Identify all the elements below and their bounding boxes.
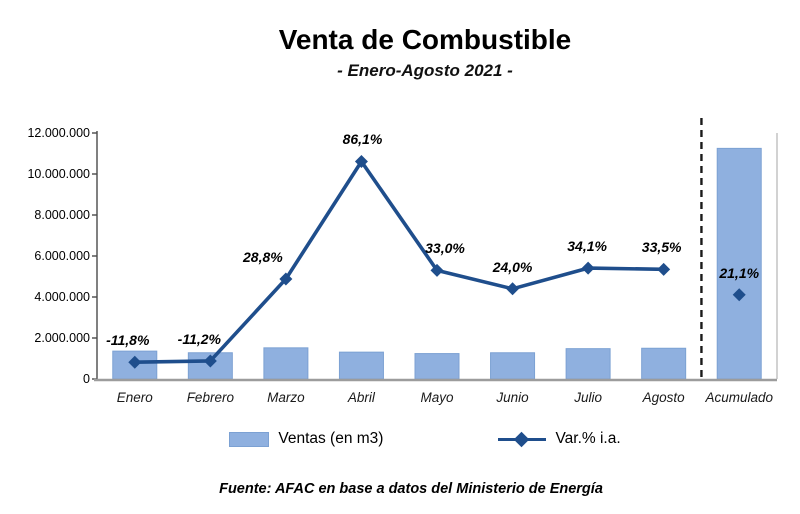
marker-diamond-Abril bbox=[354, 154, 368, 168]
y-axis-tick-label: 2.000.000 bbox=[34, 331, 90, 345]
chart-subtitle: - Enero-Agosto 2021 - bbox=[337, 61, 513, 80]
legend: Ventas (en m3) Var.% i.a. bbox=[25, 430, 800, 448]
data-label-Junio: 24,0% bbox=[492, 258, 533, 275]
legend-var-line-diamond-icon bbox=[498, 431, 547, 447]
source-note: Fuente: AFAC en base a datos del Ministe… bbox=[219, 481, 603, 497]
legend-ventas-label: Ventas (en m3) bbox=[278, 430, 384, 447]
legend-var-label: Var.% i.a. bbox=[555, 430, 621, 447]
y-axis-tick-label: 0 bbox=[83, 372, 90, 386]
marker-diamond-Acumulado bbox=[732, 288, 746, 302]
marker-diamond-Julio bbox=[581, 261, 595, 275]
x-axis-label-Junio: Junio bbox=[496, 390, 529, 405]
marker-diamond-Junio bbox=[506, 282, 520, 296]
x-axis-label-Febrero: Febrero bbox=[186, 390, 234, 405]
y-axis-tick-label: 6.000.000 bbox=[34, 249, 90, 263]
x-axis-label-Abril: Abril bbox=[347, 390, 375, 405]
x-axis-label-Marzo: Marzo bbox=[267, 390, 305, 405]
var-line bbox=[134, 159, 664, 364]
x-axis-label-Mayo: Mayo bbox=[420, 390, 454, 405]
data-label-Enero: -11,8% bbox=[106, 332, 150, 349]
bar-Agosto bbox=[641, 347, 687, 380]
bar-Acumulado bbox=[716, 147, 762, 380]
chart-title: Venta de Combustible bbox=[278, 24, 572, 55]
legend-var-diamond-icon bbox=[514, 431, 530, 447]
y-axis-tick-label: 12.000.000 bbox=[27, 126, 90, 140]
y-axis-tick-label: 10.000.000 bbox=[27, 167, 90, 181]
x-axis-label-Acumulado: Acumulado bbox=[705, 390, 773, 405]
data-label-Abril: 86,1% bbox=[342, 131, 383, 148]
data-label-Mayo: 33,0% bbox=[425, 240, 465, 257]
data-label-Febrero: -11,2% bbox=[177, 330, 221, 347]
y-axis-tick-label: 8.000.000 bbox=[34, 208, 90, 222]
x-axis-label-Julio: Julio bbox=[574, 390, 602, 405]
marker-diamond-Mayo bbox=[430, 263, 444, 277]
marker-diamond-Febrero bbox=[203, 354, 217, 368]
x-axis-label-Enero: Enero bbox=[116, 390, 153, 405]
data-label-Agosto: 33,5% bbox=[641, 239, 682, 256]
chart-header: Venta de Combustible - Enero-Agosto 2021… bbox=[25, 24, 800, 81]
x-axis-label-Agosto: Agosto bbox=[642, 390, 685, 405]
data-label-Marzo: 28,8% bbox=[243, 248, 283, 265]
marker-diamond-Marzo bbox=[279, 272, 293, 286]
marker-diamond-Agosto bbox=[657, 262, 671, 276]
legend-item-ventas: Ventas (en m3) bbox=[229, 430, 383, 448]
data-label-Acumulado: 21,1% bbox=[719, 264, 760, 281]
legend-ventas-swatch-icon bbox=[229, 431, 270, 447]
marker-diamond-Enero bbox=[128, 355, 142, 369]
data-label-Julio: 34,1% bbox=[567, 238, 607, 255]
y-axis-tick-label: 4.000.000 bbox=[34, 290, 90, 304]
legend-item-var: Var.% i.a. bbox=[498, 430, 621, 448]
